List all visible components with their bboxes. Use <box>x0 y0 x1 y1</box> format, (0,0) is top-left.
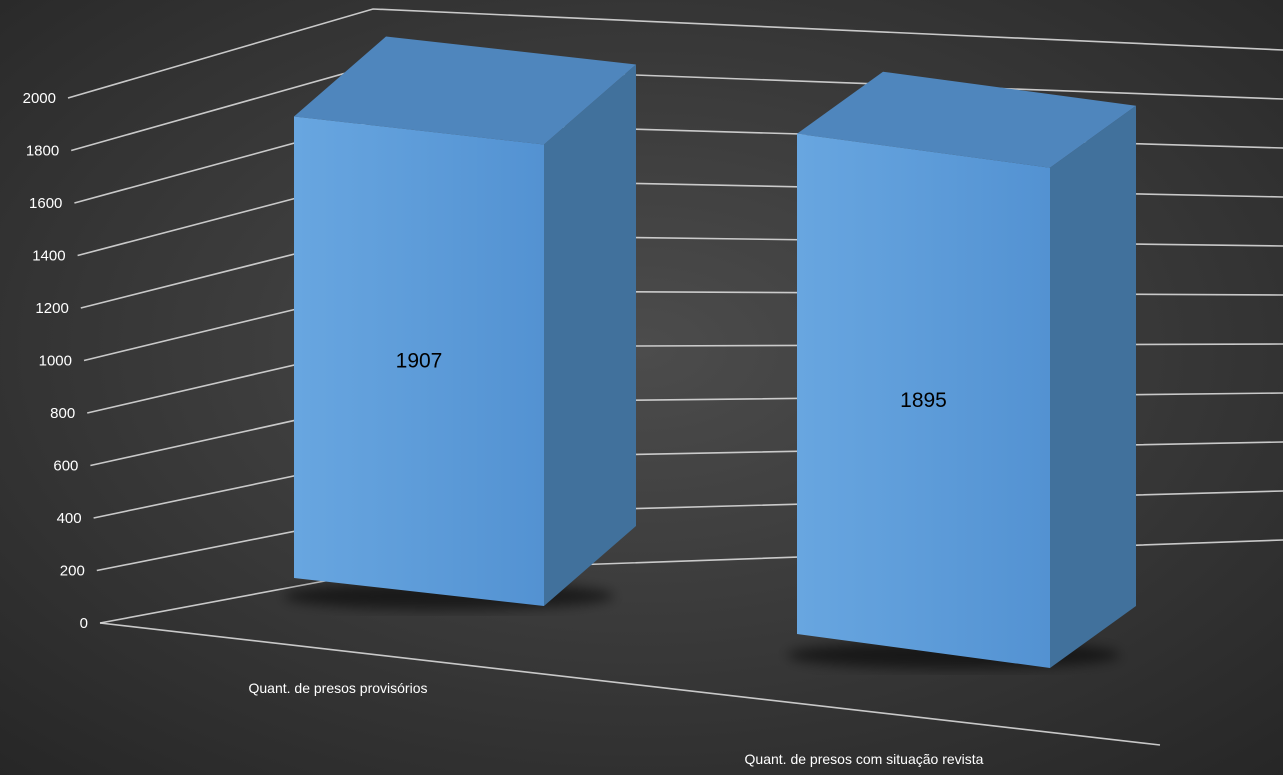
bar-front <box>294 116 544 607</box>
data-label: 1895 <box>900 389 947 412</box>
y-tick-label: 600 <box>53 458 78 475</box>
y-tick-label: 1000 <box>39 353 72 370</box>
y-tick-label: 1800 <box>26 143 59 160</box>
y-tick-label: 1600 <box>29 195 62 212</box>
y-tick-label: 1200 <box>35 300 68 317</box>
bar-side <box>1050 105 1136 669</box>
bars: 1907 1895 <box>284 36 1136 669</box>
y-tick-label: 2000 <box>23 90 56 107</box>
x-tick-label: Quant. de presos provisórios <box>249 680 428 696</box>
gridline <box>67 8 1283 99</box>
x-tick-label: Quant. de presos com situação revista <box>745 751 984 767</box>
y-tick-label: 0 <box>80 615 88 632</box>
y-axis-ticks: 0 200 400 600 800 1000 1200 1400 1600 1800 2000 <box>23 90 88 632</box>
y-tick-label: 800 <box>50 405 75 422</box>
y-tick-label: 200 <box>60 563 85 580</box>
bar: 1907 <box>284 36 636 610</box>
bar-top <box>294 36 636 145</box>
y-tick-label: 400 <box>57 510 82 527</box>
y-tick-label: 1400 <box>32 248 65 265</box>
x-axis-labels: Quant. de presos provisórios Quant. de pr… <box>249 680 984 767</box>
bar-side <box>544 64 636 607</box>
bar-top <box>797 71 1136 168</box>
bar: 1895 <box>787 71 1136 669</box>
x-axis-line <box>99 622 1161 746</box>
bar-front <box>797 133 1050 669</box>
data-label: 1907 <box>396 349 443 372</box>
